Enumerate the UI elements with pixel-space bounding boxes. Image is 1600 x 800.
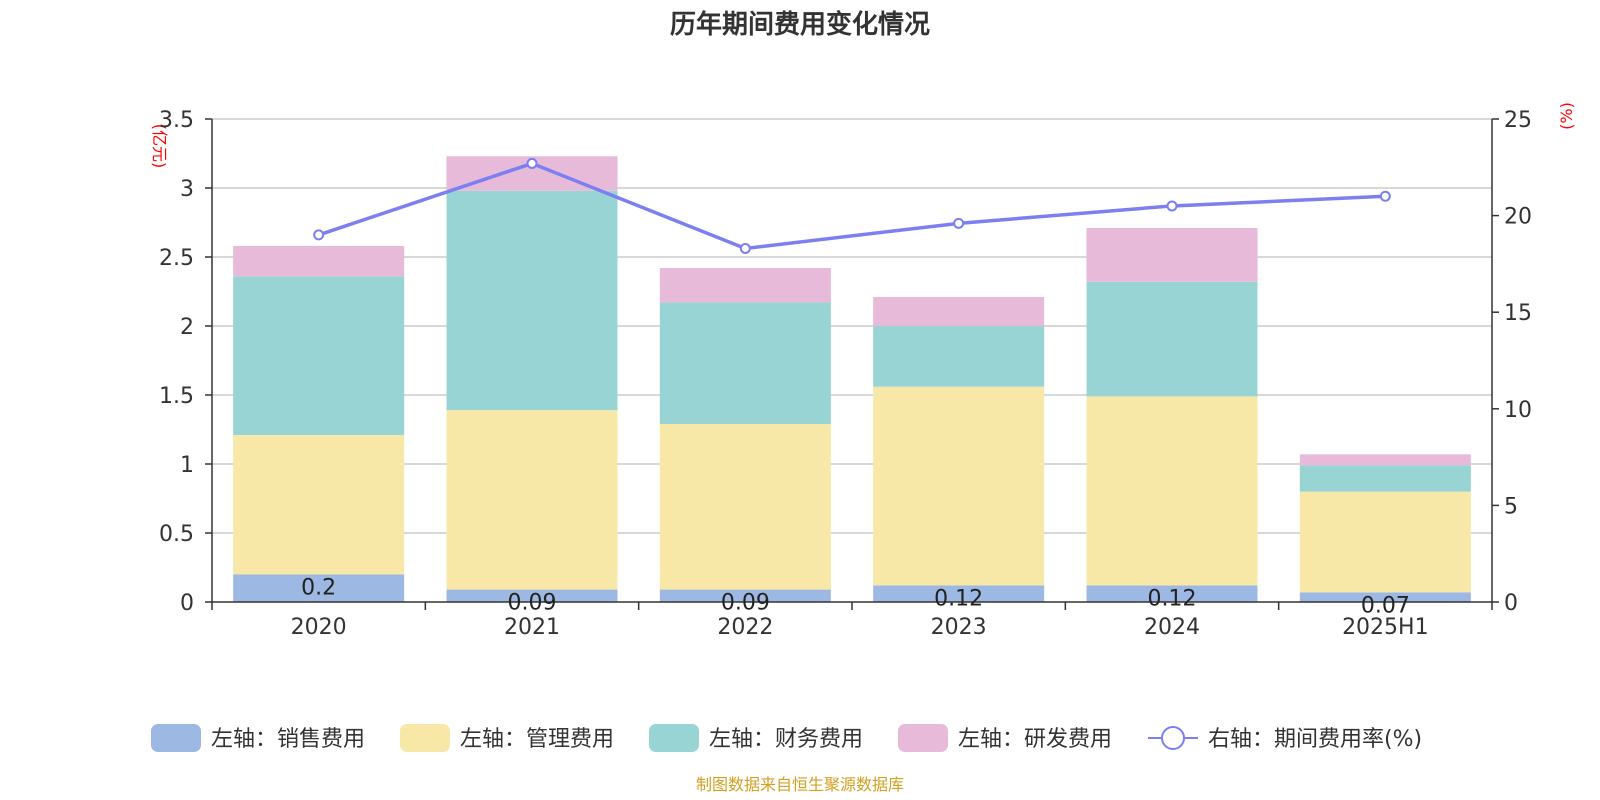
bar-segment <box>446 589 618 602</box>
bar-segment <box>1086 281 1258 397</box>
left-tick-label: 3 <box>180 177 194 202</box>
left-axis-unit: (亿元) <box>150 124 169 169</box>
rate-line-point <box>1166 200 1178 212</box>
bar-data-label: 0.12 <box>1148 586 1197 611</box>
left-tick-label: 0 <box>180 591 194 616</box>
bar-segment <box>1086 228 1258 282</box>
x-tick-label: 2020 <box>291 615 347 640</box>
legend-label: 右轴：期间费用率(%) <box>1208 727 1422 752</box>
bar-segment <box>873 386 1045 586</box>
bar-segment <box>1299 592 1471 602</box>
legend-swatch <box>898 724 948 752</box>
grid-lines <box>212 118 1492 534</box>
right-axis-unit: (%) <box>1557 102 1576 130</box>
bar-data-label: 0.07 <box>1361 593 1410 618</box>
bar-data-label: 0.2 <box>301 575 336 600</box>
bars <box>233 156 1471 602</box>
rate-line-point <box>526 157 538 169</box>
legend-label: 左轴：财务费用 <box>709 727 863 752</box>
left-tick-label: 2.5 <box>159 246 194 271</box>
legend-label: 左轴：管理费用 <box>460 727 614 752</box>
bar-segment <box>1299 454 1471 466</box>
rate-line-point <box>953 217 965 229</box>
bar-segment <box>1086 585 1258 602</box>
rate-line-point <box>1379 190 1391 202</box>
bar-segment <box>1299 465 1471 492</box>
x-tick-label: 2025H1 <box>1342 615 1429 640</box>
chart-title: 历年期间费用变化情况 <box>670 9 930 40</box>
right-tick-label: 10 <box>1504 398 1532 423</box>
left-tick-label: 0.5 <box>159 522 194 547</box>
bar-segment <box>873 326 1045 387</box>
legend: 左轴：销售费用 左轴：管理费用 左轴：财务费用 左轴：研发费用 右轴：期间费用率(%) <box>151 724 1422 752</box>
axes: 0 0.5 1 1.5 2 2.5 3 3.5 0 5 10 15 20 25 2020 2021 2022 20… <box>159 108 1532 640</box>
legend-swatch <box>400 724 450 752</box>
legend-swatch <box>649 724 699 752</box>
bar-segment <box>233 574 405 602</box>
left-tick-label: 2 <box>180 315 194 340</box>
right-tick-label: 20 <box>1504 205 1532 230</box>
right-tick-label: 15 <box>1504 301 1532 326</box>
bar-segment <box>659 589 831 602</box>
rate-line-path <box>318 161 1386 251</box>
bar-segment <box>659 268 831 303</box>
bar-segment <box>233 245 405 277</box>
bar-segment <box>1299 491 1471 593</box>
bar-data-label: 0.09 <box>721 591 770 616</box>
bar-segment <box>659 302 831 424</box>
x-tick-label: 2021 <box>504 615 560 640</box>
rate-line-point <box>739 242 751 254</box>
right-tick-label: 5 <box>1504 494 1518 519</box>
x-tick-label: 2022 <box>717 615 773 640</box>
bar-data-label: 0.12 <box>934 586 983 611</box>
bar-segment <box>233 276 405 436</box>
left-tick-label: 3.5 <box>159 108 194 133</box>
legend-swatch <box>151 724 201 752</box>
bar-segment <box>659 423 831 590</box>
source-note: 制图数据来自恒生聚源数据库 <box>696 775 904 794</box>
left-tick-label: 1 <box>180 453 194 478</box>
bar-data-label: 0.09 <box>508 591 557 616</box>
bar-segment <box>446 410 618 590</box>
legend-label: 左轴：研发费用 <box>958 727 1112 752</box>
bar-segment <box>1086 396 1258 586</box>
right-tick-label: 25 <box>1504 108 1532 133</box>
x-tick-label: 2023 <box>931 615 987 640</box>
bar-segment <box>233 435 405 575</box>
right-tick-label: 0 <box>1504 591 1518 616</box>
data-labels: 0.2 0.09 0.09 0.12 0.12 0.07 <box>301 575 1410 618</box>
bar-segment <box>873 297 1045 326</box>
bar-segment <box>873 585 1045 602</box>
rate-line-point <box>313 229 325 241</box>
x-tick-label: 2024 <box>1144 615 1200 640</box>
legend-point-swatch <box>1161 726 1185 750</box>
rate-line <box>313 157 1391 254</box>
left-tick-label: 1.5 <box>159 384 194 409</box>
legend-label: 左轴：销售费用 <box>211 727 365 752</box>
bar-segment <box>446 190 618 411</box>
